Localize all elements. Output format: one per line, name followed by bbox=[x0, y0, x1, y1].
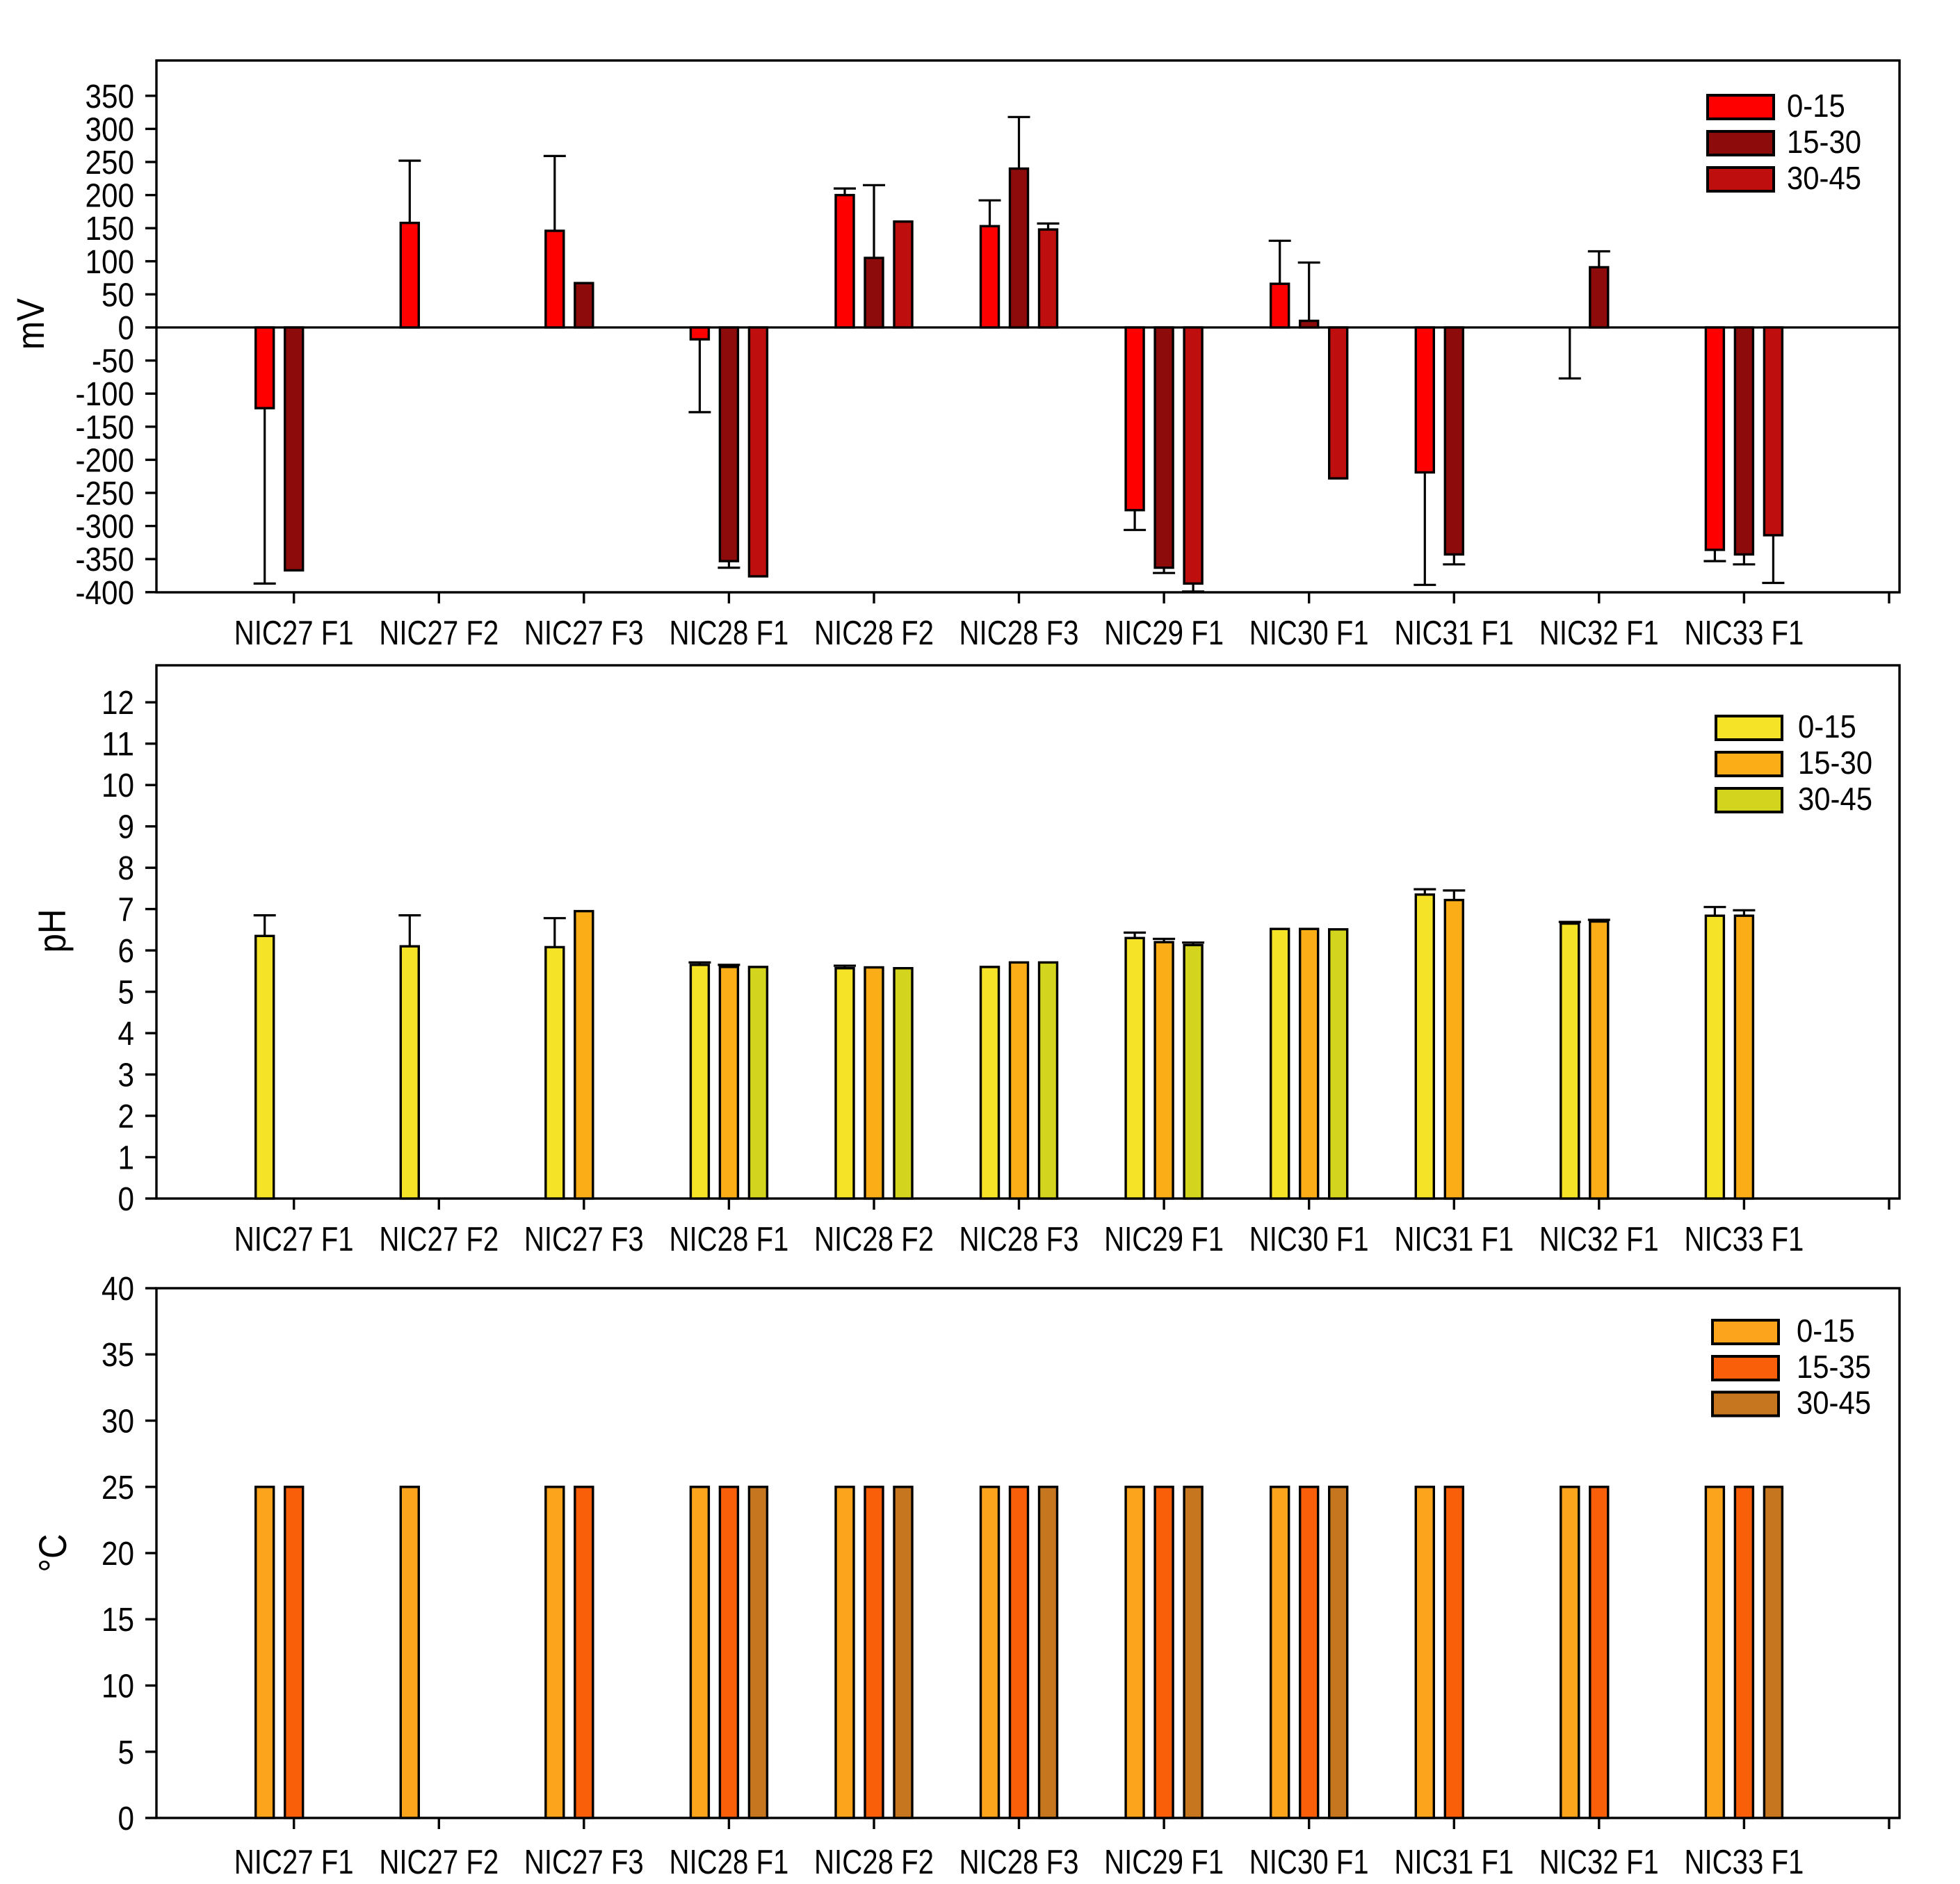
svg-text:5: 5 bbox=[118, 1735, 135, 1771]
svg-text:NIC30 F1: NIC30 F1 bbox=[1249, 1844, 1369, 1881]
svg-text:-250: -250 bbox=[76, 476, 135, 512]
svg-text:9: 9 bbox=[118, 809, 135, 846]
svg-text:NIC29 F1: NIC29 F1 bbox=[1104, 615, 1224, 652]
svg-text:NIC31 F1: NIC31 F1 bbox=[1394, 615, 1514, 652]
svg-text:NIC33 F1: NIC33 F1 bbox=[1684, 1221, 1804, 1258]
svg-text:NIC31 F1: NIC31 F1 bbox=[1394, 1844, 1514, 1881]
svg-text:NIC32 F1: NIC32 F1 bbox=[1539, 615, 1659, 652]
svg-text:35: 35 bbox=[102, 1337, 134, 1374]
svg-text:-100: -100 bbox=[76, 376, 135, 413]
svg-text:0-15: 0-15 bbox=[1798, 708, 1856, 745]
svg-text:0-15: 0-15 bbox=[1797, 1313, 1855, 1349]
svg-text:NIC33 F1: NIC33 F1 bbox=[1684, 615, 1804, 652]
svg-text:300: 300 bbox=[86, 111, 135, 148]
svg-text:30-45: 30-45 bbox=[1798, 781, 1872, 817]
svg-text:NIC27 F1: NIC27 F1 bbox=[234, 615, 354, 652]
svg-text:NIC29 F1: NIC29 F1 bbox=[1104, 1844, 1224, 1881]
svg-text:2: 2 bbox=[118, 1098, 135, 1135]
svg-text:350: 350 bbox=[86, 79, 135, 115]
svg-text:0: 0 bbox=[118, 1181, 135, 1218]
svg-text:200: 200 bbox=[86, 178, 135, 215]
svg-text:30-45: 30-45 bbox=[1797, 1385, 1871, 1421]
svg-text:-300: -300 bbox=[76, 509, 135, 546]
svg-text:NIC27 F1: NIC27 F1 bbox=[234, 1221, 354, 1258]
svg-text:NIC29 F1: NIC29 F1 bbox=[1104, 1221, 1224, 1258]
svg-text:0: 0 bbox=[118, 310, 135, 347]
svg-text:0: 0 bbox=[118, 1801, 135, 1837]
svg-text:NIC27 F3: NIC27 F3 bbox=[524, 1221, 644, 1258]
svg-text:20: 20 bbox=[102, 1536, 134, 1573]
svg-text:12: 12 bbox=[102, 685, 134, 722]
svg-text:6: 6 bbox=[118, 933, 135, 970]
svg-text:15-30: 15-30 bbox=[1787, 124, 1861, 160]
svg-text:-350: -350 bbox=[76, 542, 135, 578]
svg-text:150: 150 bbox=[86, 211, 135, 247]
svg-text:NIC28 F1: NIC28 F1 bbox=[669, 1844, 788, 1881]
svg-text:15-35: 15-35 bbox=[1797, 1349, 1871, 1385]
svg-text:15-30: 15-30 bbox=[1798, 745, 1872, 781]
svg-text:40: 40 bbox=[102, 1271, 134, 1308]
svg-text:NIC27 F1: NIC27 F1 bbox=[234, 1844, 354, 1881]
svg-text:8: 8 bbox=[118, 850, 135, 887]
svg-text:-50: -50 bbox=[92, 343, 134, 380]
svg-text:NIC27 F2: NIC27 F2 bbox=[379, 615, 499, 652]
svg-text:NIC28 F1: NIC28 F1 bbox=[669, 615, 788, 652]
svg-text:NIC27 F3: NIC27 F3 bbox=[524, 1844, 644, 1881]
svg-text:NIC28 F1: NIC28 F1 bbox=[669, 1221, 788, 1258]
svg-text:5: 5 bbox=[118, 975, 135, 1012]
svg-text:NIC28 F2: NIC28 F2 bbox=[814, 615, 934, 652]
svg-text:NIC30 F1: NIC30 F1 bbox=[1249, 615, 1369, 652]
svg-text:4: 4 bbox=[118, 1016, 135, 1053]
svg-text:-200: -200 bbox=[76, 442, 135, 479]
svg-text:3: 3 bbox=[118, 1057, 135, 1094]
svg-text:NIC28 F3: NIC28 F3 bbox=[959, 1844, 1079, 1881]
svg-text:30: 30 bbox=[102, 1404, 134, 1440]
svg-text:NIC33 F1: NIC33 F1 bbox=[1684, 1844, 1804, 1881]
svg-text:50: 50 bbox=[102, 277, 134, 314]
svg-text:10: 10 bbox=[102, 1668, 134, 1705]
svg-text:mV: mV bbox=[8, 298, 52, 349]
svg-text:NIC28 F3: NIC28 F3 bbox=[959, 1221, 1079, 1258]
svg-text:NIC31 F1: NIC31 F1 bbox=[1394, 1221, 1514, 1258]
svg-text:250: 250 bbox=[86, 145, 135, 181]
svg-text:NIC27 F2: NIC27 F2 bbox=[379, 1844, 499, 1881]
svg-text:-400: -400 bbox=[76, 575, 135, 612]
svg-text:NIC27 F3: NIC27 F3 bbox=[524, 615, 644, 652]
svg-text:25: 25 bbox=[102, 1470, 134, 1507]
svg-text:NIC32 F1: NIC32 F1 bbox=[1539, 1844, 1659, 1881]
svg-text:100: 100 bbox=[86, 244, 135, 281]
svg-text:15: 15 bbox=[102, 1602, 134, 1639]
svg-text:NIC28 F2: NIC28 F2 bbox=[814, 1221, 934, 1258]
svg-text:pH: pH bbox=[30, 909, 74, 953]
svg-text:NIC28 F2: NIC28 F2 bbox=[814, 1844, 934, 1881]
svg-text:7: 7 bbox=[118, 892, 135, 929]
svg-text:NIC28 F3: NIC28 F3 bbox=[959, 615, 1079, 652]
svg-text:NIC30 F1: NIC30 F1 bbox=[1249, 1221, 1369, 1258]
svg-text:10: 10 bbox=[102, 768, 134, 804]
svg-text:1: 1 bbox=[118, 1140, 135, 1177]
svg-text:NIC32 F1: NIC32 F1 bbox=[1539, 1221, 1659, 1258]
svg-text:NIC27 F2: NIC27 F2 bbox=[379, 1221, 499, 1258]
svg-text:-150: -150 bbox=[76, 409, 135, 446]
svg-text:11: 11 bbox=[102, 726, 134, 763]
svg-text:30-45: 30-45 bbox=[1787, 160, 1861, 196]
svg-text:0-15: 0-15 bbox=[1787, 88, 1845, 124]
svg-text:°C: °C bbox=[31, 1534, 74, 1572]
